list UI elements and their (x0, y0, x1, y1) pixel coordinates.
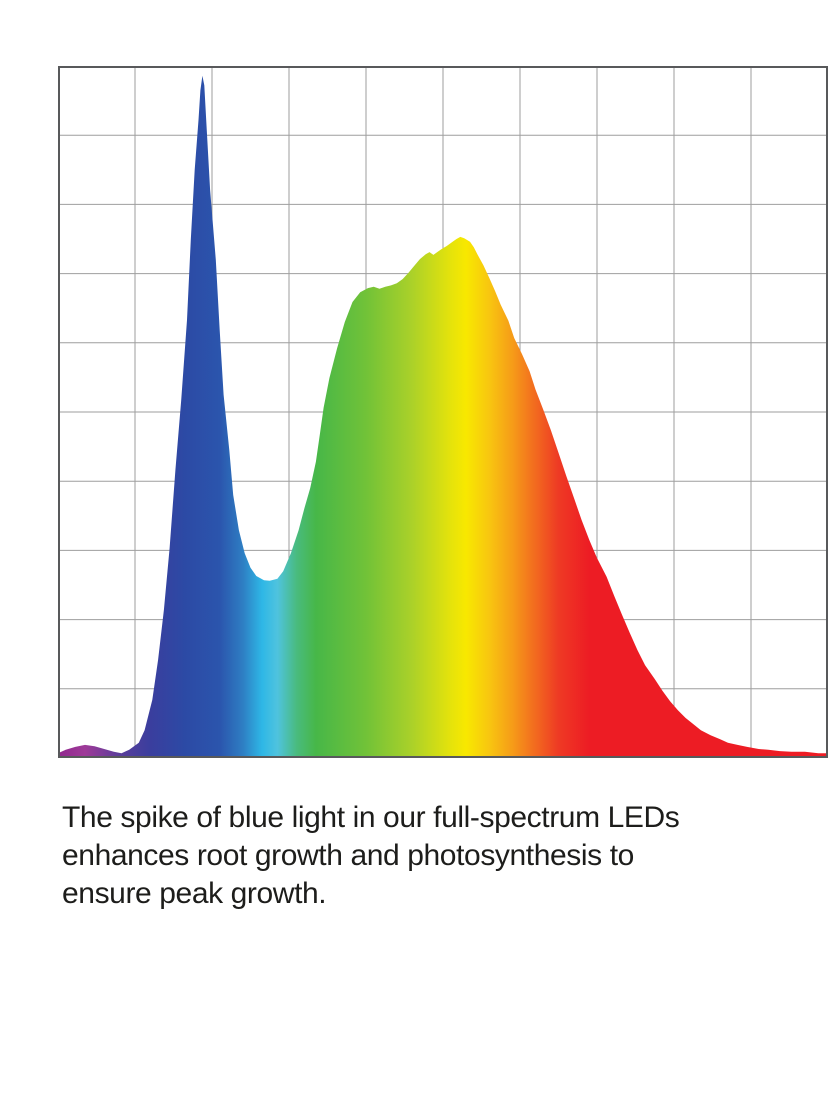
caption-line-2: enhances root growth and photosynthesis … (62, 839, 634, 872)
caption: The spike of blue light in our full-spec… (62, 799, 802, 913)
chart-frame (58, 66, 828, 758)
caption-line-1: The spike of blue light in our full-spec… (62, 801, 680, 834)
caption-line-3: ensure peak growth. (62, 877, 327, 910)
spectrum-chart (58, 66, 828, 758)
spectrum-chart-svg (58, 66, 828, 758)
spectrum-curve (58, 75, 828, 758)
